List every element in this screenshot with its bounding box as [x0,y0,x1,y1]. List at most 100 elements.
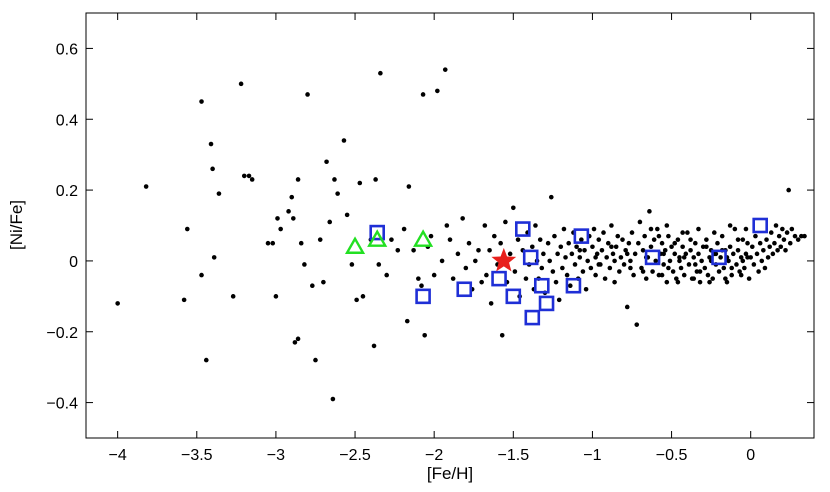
data-point-dot [305,92,310,97]
data-point-dot [702,265,708,271]
data-point-dot [724,279,730,285]
data-point-dot [574,244,579,250]
data-point-dot [802,233,807,239]
data-point-dot [216,191,222,196]
data-point-dot [659,272,665,278]
data-point-dot [582,247,587,253]
data-point-dot [590,244,595,250]
data-point-dot [473,258,478,264]
data-point-dot [623,247,628,253]
y-tick-label: 0.6 [56,41,78,58]
data-point-triangle [413,229,434,247]
data-point-dot [317,237,323,242]
data-point-dot [211,255,217,260]
data-point-dot [795,237,801,242]
data-point-dot [278,226,283,232]
data-point-dot [751,262,757,267]
data-point-dot [596,262,602,267]
data-point-dot [631,272,636,278]
data-point-dot [642,233,647,239]
data-point-dot [313,357,318,363]
data-point-dot [548,194,554,200]
data-point-dot [696,226,701,232]
data-point-dot [767,244,772,250]
data-point-dot [181,297,187,303]
data-point-dot [723,276,728,281]
data-marks [115,67,807,402]
data-point-dot [492,233,497,239]
data-point-dot [799,233,804,239]
data-point-dot [349,262,355,267]
data-point-dot [678,265,684,271]
data-point-dot [735,247,741,253]
data-point-dot [651,237,657,242]
data-point-dot [292,340,298,345]
data-point-dot [420,92,426,97]
data-point-dot [335,191,340,196]
data-point-dot [503,219,508,225]
data-point-dot [729,272,735,278]
data-point-dot [659,240,665,246]
data-point-dot [498,240,503,246]
data-point-dot [545,240,551,246]
data-point-dot [781,237,787,242]
data-point-dot [295,177,301,182]
data-point-dot [604,255,609,260]
data-point-dot [613,244,619,250]
data-point-dot [634,322,640,327]
data-point-dot [395,247,401,253]
y-tick-labels: −0.4 −0.2 0 0.2 0.4 0.6 [46,41,78,412]
data-point-dot [444,223,450,228]
data-point-dot [787,240,793,246]
x-tick-label: −2.5 [339,447,371,464]
data-point-dot [707,279,712,285]
data-point-dot [685,230,690,235]
data-point-dot [740,258,746,264]
data-point-dot [376,262,382,267]
data-point-dot [298,240,304,246]
data-point-dot [667,258,673,264]
data-point-dot [705,272,711,278]
data-point-dot [648,226,654,232]
data-point-square [752,217,768,234]
data-point-dot [780,226,785,232]
data-point-dot [484,272,489,278]
data-point-dot [629,230,635,235]
data-point-dot [341,138,347,143]
data-point-star [491,247,517,272]
axis-ticks [86,13,814,438]
data-point-square [573,228,590,244]
data-point-dot [184,226,190,232]
data-point-dot [661,251,666,257]
data-point-dot [450,276,456,281]
data-point-dot [778,244,784,250]
x-tick-label: −1.5 [498,447,530,464]
data-point-dot [241,173,247,179]
x-axis-title: [Fe/H] [427,464,473,483]
data-point-dot [561,226,567,232]
data-point-dot [615,233,621,239]
data-point-dot [593,272,598,278]
data-point-dot [656,233,662,239]
data-point-dot [401,226,407,232]
data-point-dot [643,276,649,281]
data-point-dot [327,219,333,225]
x-tick-labels: −4 −3.5 −3 −2.5 −2 −1.5 −1 −0.5 0 [109,447,756,464]
data-point-dot [715,240,720,246]
x-tick-label: −3.5 [181,447,213,464]
data-point-dot [691,255,697,260]
data-point-dot [738,272,744,278]
data-point-dot [784,230,790,235]
data-point-dot [674,276,679,281]
data-point-dot [745,240,750,246]
data-point-dot [344,212,350,218]
data-point-dot [748,255,753,260]
data-point-dot [729,265,735,271]
data-point-dot [199,272,204,278]
data-point-dot [727,244,733,250]
data-point-dot [428,233,434,239]
data-point-dot [507,251,513,257]
data-point-square [522,249,539,266]
data-point-square [415,288,431,305]
x-tick-label: −1 [583,447,601,464]
